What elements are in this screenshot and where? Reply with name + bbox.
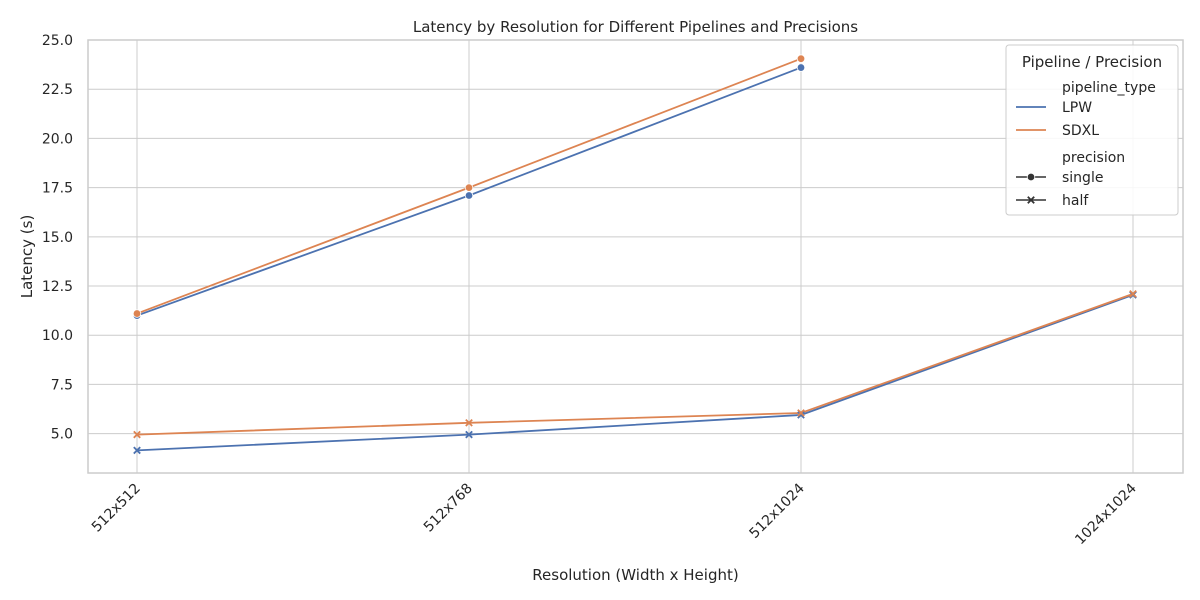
legend-marker-half [1027, 196, 1035, 204]
series-line-sdxl-half [136, 293, 1134, 436]
y-axis-title: Latency (s) [18, 215, 36, 299]
data-point-lpw-half [133, 446, 141, 455]
y-tick-label: 17.5 [42, 181, 73, 197]
plot-frame [87, 39, 1184, 474]
data-point-sdxl-half [465, 418, 473, 427]
data-point-sdxl-half [133, 430, 141, 439]
data-point-sdxl-half [1129, 290, 1137, 298]
y-tick-label: 20.0 [42, 131, 73, 147]
data-point-lpw-half [797, 411, 805, 419]
y-tick-label: 7.5 [51, 377, 73, 393]
legend-label-lpw: LPW [1062, 100, 1092, 116]
data-point-sdxl-single [796, 54, 806, 63]
x-tick-label: 1024x1024 [1072, 480, 1140, 548]
y-tick-label: 10.0 [42, 328, 73, 344]
data-point-lpw-single [464, 191, 474, 200]
x-axis-title: Resolution (Width x Height) [532, 566, 738, 584]
legend-heading-pipeline-type: pipeline_type [1062, 80, 1156, 96]
x-axis-ticks: 512x512 512x768 512x1024 1024x1024 [89, 480, 1140, 548]
y-tick-label: 5.0 [51, 427, 73, 443]
legend: Pipeline / Precision pipeline_type preci… [1005, 44, 1179, 216]
y-axis-ticks: 5.0 7.5 10.0 12.5 15.0 17.5 20.0 22.5 25.0 [42, 33, 73, 443]
data-point-sdxl-single [464, 183, 474, 192]
legend-label-sdxl: SDXL [1062, 123, 1099, 139]
chart-title: Latency by Resolution for Different Pipe… [413, 18, 858, 36]
x-tick-label: 512x768 [421, 481, 476, 536]
data-point-lpw-single [796, 63, 806, 72]
data-point-sdxl-single [132, 309, 142, 318]
y-tick-label: 22.5 [42, 82, 73, 98]
series-markers [132, 54, 1137, 455]
legend-entries: LPW SDXL single half [1016, 100, 1103, 209]
series-lines [136, 57, 1134, 452]
legend-label-half: half [1062, 193, 1089, 209]
legend-label-single: single [1062, 170, 1103, 186]
legend-box [1005, 44, 1179, 216]
legend-title: Pipeline / Precision [1022, 53, 1162, 71]
y-tick-label: 12.5 [42, 279, 73, 295]
legend-heading-precision: precision [1062, 150, 1125, 166]
y-tick-label: 25.0 [42, 33, 73, 49]
y-tick-label: 15.0 [42, 230, 73, 246]
data-point-lpw-half [465, 430, 473, 439]
legend-marker-single [1026, 172, 1036, 182]
x-tick-label: 512x512 [89, 481, 144, 536]
data-point-sdxl-half [797, 409, 805, 417]
series-line-lpw-half [136, 294, 1134, 452]
x-tick-label: 512x1024 [747, 480, 808, 541]
